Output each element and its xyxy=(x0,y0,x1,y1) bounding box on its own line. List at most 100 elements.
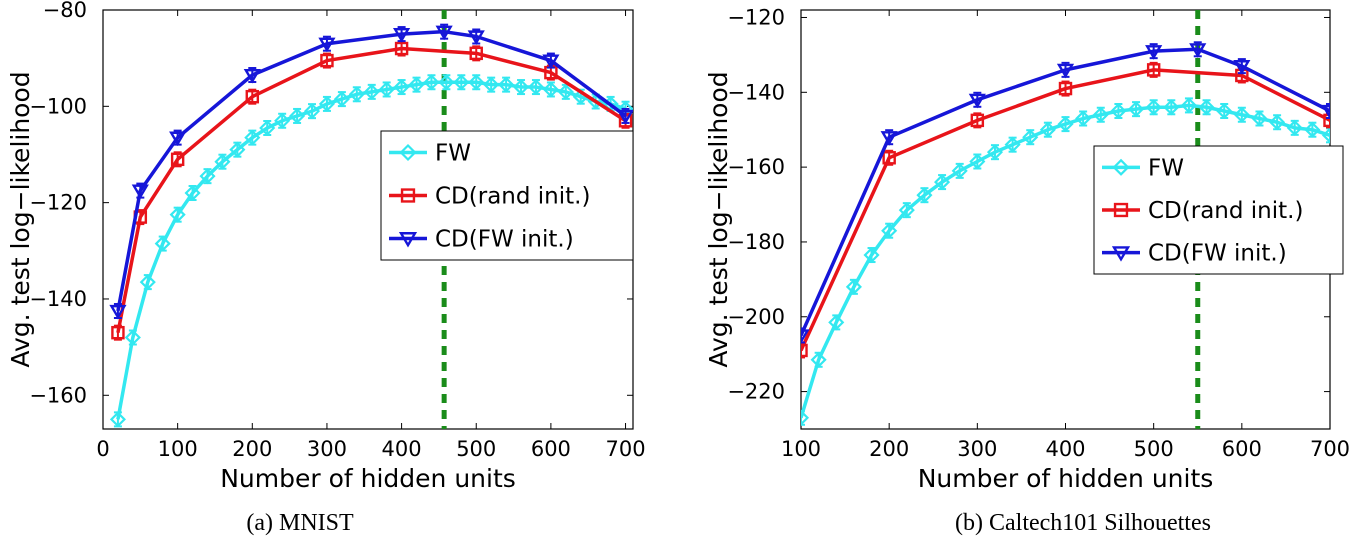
point-fw xyxy=(124,329,141,346)
point-fw xyxy=(1057,116,1074,133)
x-tick-label: 0 xyxy=(96,437,109,461)
point-fw xyxy=(423,74,440,91)
point-fw xyxy=(1092,106,1109,123)
point-cd-rand-init xyxy=(320,53,334,68)
point-fw xyxy=(139,274,156,291)
point-cd-fw-init xyxy=(243,68,261,84)
y-tick-label: −140 xyxy=(727,80,785,104)
x-axis-label: Number of hidden units xyxy=(220,464,516,493)
panel-caltech101: 100 200 300 400 500 600 700 −220 −200 −180 −160 −14… xyxy=(704,5,1350,536)
point-cd-rand-init xyxy=(394,41,409,56)
point-fw xyxy=(468,74,485,91)
point-fw xyxy=(1180,97,1197,114)
point-cd-fw-init xyxy=(435,25,453,41)
point-fw xyxy=(109,411,126,428)
point-fw xyxy=(274,112,291,129)
x-tick-label: 100 xyxy=(781,437,821,461)
point-cd-fw-init xyxy=(542,54,560,70)
point-cd-fw-init xyxy=(169,131,187,147)
point-fw xyxy=(214,153,231,170)
point-fw xyxy=(1198,99,1215,116)
point-cd-fw-init xyxy=(1145,45,1163,60)
point-fw xyxy=(934,174,951,191)
point-cd-fw-init xyxy=(1056,63,1075,79)
point-cd-rand-init xyxy=(882,151,896,165)
point-cd-fw-init xyxy=(1321,104,1330,120)
point-fw xyxy=(1304,121,1321,138)
point-fw xyxy=(1321,127,1330,144)
point-fw xyxy=(845,278,862,295)
point-fw xyxy=(483,76,500,93)
point-fw xyxy=(986,144,1004,161)
y-tick-label: −160 xyxy=(727,155,785,179)
point-fw xyxy=(1110,102,1127,120)
point-fw xyxy=(199,168,216,185)
point-fw xyxy=(229,141,246,158)
x-axis-label: Number of hidden units xyxy=(918,464,1214,493)
point-fw xyxy=(1145,99,1162,116)
point-cd-fw-init xyxy=(131,184,149,200)
point-cd-fw-init xyxy=(616,109,633,125)
point-cd-fw-init xyxy=(801,329,810,345)
point-cd-fw-init xyxy=(1189,43,1207,58)
figure-caption: (a) MNIST xyxy=(246,510,354,536)
legend-label-cd-fw-init: CD(FW init.) xyxy=(1148,241,1287,267)
x-tick-label: 700 xyxy=(605,437,645,461)
point-fw xyxy=(169,206,186,223)
point-fw xyxy=(393,79,410,96)
y-tick-label: −120 xyxy=(29,191,87,215)
y-tick-label: −200 xyxy=(727,305,785,329)
panel-mnist: 0 100 200 300 400 500 600 700 −160 −140 −120 −100 −8… xyxy=(6,0,646,536)
point-cd-rand-init xyxy=(1146,63,1161,77)
legend-label-cd-fw-init: CD(FW init.) xyxy=(435,227,574,253)
point-cd-fw-init xyxy=(318,37,336,53)
y-axis-label: Avg. test log−likelihood xyxy=(6,71,35,367)
point-fw xyxy=(303,103,321,120)
point-fw xyxy=(453,74,470,91)
point-fw xyxy=(363,83,380,100)
point-fw xyxy=(863,246,880,264)
legend: FW CD(rand init.) CD(FW init.) xyxy=(380,130,634,261)
series-line-cd-fw-init xyxy=(801,47,1330,337)
x-tick-label: 100 xyxy=(158,437,198,461)
y-tick-label: −140 xyxy=(29,287,87,311)
point-fw xyxy=(498,76,515,93)
point-fw xyxy=(378,81,395,98)
x-tick-label: 400 xyxy=(382,437,422,461)
legend-marker-cd-rand-init xyxy=(1113,202,1129,218)
legend-label-fw: FW xyxy=(435,141,471,167)
point-fw xyxy=(512,79,530,96)
legend-marker-cd-fw-init xyxy=(1111,246,1131,262)
point-cd-rand-init xyxy=(111,325,125,340)
legend-label-cd-rand-init: CD(rand init.) xyxy=(435,184,590,210)
x-tick-label: 300 xyxy=(957,437,997,461)
x-tick-label: 300 xyxy=(307,437,347,461)
point-fw xyxy=(1039,121,1056,138)
point-fw xyxy=(969,153,986,170)
point-cd-fw-init xyxy=(880,131,898,146)
point-fw xyxy=(408,76,425,93)
data-layer xyxy=(801,10,1330,429)
data-layer xyxy=(109,10,633,429)
point-cd-rand-init xyxy=(170,152,185,167)
point-cd-fw-init xyxy=(467,30,485,46)
y-tick-label: −160 xyxy=(29,383,87,407)
point-fw xyxy=(1286,119,1303,136)
point-cd-fw-init xyxy=(968,93,986,109)
point-fw xyxy=(951,162,968,179)
point-fw xyxy=(898,202,915,219)
point-fw xyxy=(916,187,933,204)
point-fw xyxy=(881,222,898,239)
point-fw xyxy=(1251,110,1268,127)
legend: FW CD(rand init.) CD(FW init.) xyxy=(1093,145,1344,275)
point-fw xyxy=(557,83,574,100)
y-tick-label: −100 xyxy=(29,94,87,118)
point-cd-fw-init xyxy=(109,304,127,320)
point-cd-rand-init xyxy=(801,343,808,358)
point-fw xyxy=(1075,110,1092,127)
y-tick-label: −80 xyxy=(43,0,87,22)
point-fw xyxy=(527,79,545,96)
x-tick-label: 600 xyxy=(1222,437,1262,461)
x-tick-label: 600 xyxy=(531,437,571,461)
y-tick-label: −220 xyxy=(727,380,785,404)
